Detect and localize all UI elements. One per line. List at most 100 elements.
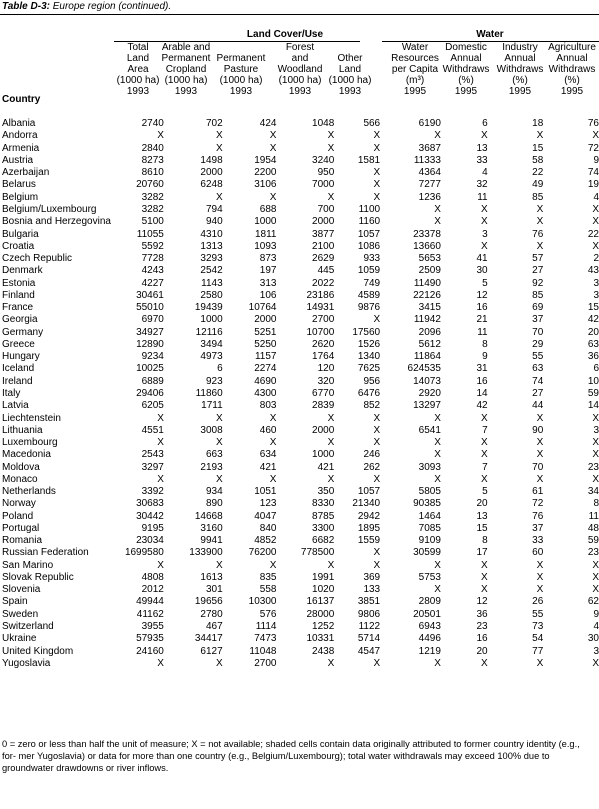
table-row: Latvia 6205 1711 803 2839 852 13297 42 44 14 [0,400,599,412]
value-cell: 2700 [254,657,277,669]
table-row: Macedonia 2543 663 634 1000 246 X X X X [0,449,599,461]
value-cell: 576 [259,608,277,620]
value-cell: X [269,473,277,485]
value-cell: 20 [476,645,488,657]
table-row: Croatia 5592 1313 1093 2100 1086 13660 X X X [0,241,599,253]
value-cell: 2022 [312,277,335,289]
value-cell: 1157 [254,351,277,363]
value-cell: X [434,657,441,669]
value-cell: X [434,216,441,228]
table-row: Liechtenstein X X X X X X X X X [0,412,599,424]
value-cell: X [216,657,223,669]
value-cell: 41162 [136,608,164,620]
value-cell: 8 [482,338,488,350]
country-cell: Hungary [2,351,40,363]
country-cell: United Kingdom [2,645,74,657]
value-cell: X [216,130,223,142]
value-cell: 13297 [413,400,441,412]
value-cell: X [592,584,599,596]
value-cell: 5250 [254,338,277,350]
value-cell: X [157,130,164,142]
column-header-line: 1995 [508,86,532,97]
value-cell: 1219 [418,645,441,657]
value-cell: 3008 [200,424,223,436]
value-cell: 36 [476,608,488,620]
value-cell: X [592,571,599,583]
column-header-line: (1000 ha) [219,75,263,86]
table-row: Finland 30461 2580 106 23186 4589 22126 12 85 3 [0,290,599,302]
value-cell: 6541 [418,424,441,436]
value-cell: 30442 [136,510,164,522]
column-header-7: Domestic Annual Withdraws (%) 1995 [440,42,492,97]
value-cell: 835 [259,571,277,583]
value-cell: 2274 [254,363,277,375]
value-cell: 9234 [141,351,164,363]
value-cell: 778500 [300,547,335,559]
value-cell: 1051 [254,486,277,498]
value-cell: 63 [587,338,599,350]
value-cell: 4589 [357,289,381,301]
table-row: Moldova 3297 2193 421 421 262 3093 7 70 23 [0,461,599,473]
value-cell: 3877 [312,228,335,240]
value-cell: 3293 [200,253,223,265]
value-cell: X [592,130,599,142]
column-header-line: Annual [504,53,536,64]
group-water-rule [382,41,599,42]
value-cell: X [480,473,488,485]
value-cell: 30599 [413,547,441,559]
value-cell: X [373,142,381,154]
value-cell: 4547 [357,645,381,657]
value-cell: X [536,559,544,571]
value-cell: 62 [587,596,599,608]
table-row: United Kingdom 24160 6127 11048 2438 4547 1219… [0,645,599,657]
value-cell: 30683 [136,498,164,510]
table-row: Denmark 4243 2542 197 445 1059 2509 30 27 43 [0,265,599,277]
column-header-line: 1993 [338,86,362,97]
value-cell: 33 [532,535,544,547]
value-cell: 350 [317,486,335,498]
value-cell: 1160 [358,216,381,228]
value-cell: 5100 [141,216,164,228]
value-cell: 6 [217,363,223,375]
value-cell: X [373,130,381,142]
table-row: Slovak Republic 4808 1613 835 1991 369 5753 X X X [0,572,599,584]
value-cell: 23 [476,621,488,633]
value-cell: 301 [205,584,223,596]
value-cell: 852 [363,400,381,412]
value-cell: 76 [587,118,599,130]
value-cell: 74 [532,375,544,387]
value-cell: X [434,449,441,461]
column-header-line: 1993 [229,86,253,97]
value-cell: 2543 [141,449,164,461]
country-cell: Ireland [2,375,33,387]
value-cell: 5653 [418,253,441,265]
value-cell: 85 [532,191,544,203]
value-cell: 90 [532,424,544,436]
value-cell: 2000 [312,424,335,436]
group-water: Water [476,29,504,40]
value-cell: 7 [482,461,488,473]
value-cell: X [269,142,277,154]
country-cell: Luxembourg [2,437,58,449]
table-label: Table D-3: [2,1,50,12]
value-cell: 22 [532,167,544,179]
value-cell: 36 [587,351,599,363]
value-cell: 1020 [312,584,335,596]
value-cell: 558 [259,584,277,596]
value-cell: 7277 [418,179,441,191]
value-cell: X [480,130,488,142]
value-cell: 1526 [357,338,381,350]
value-cell: 4808 [141,571,164,583]
value-cell: X [373,547,381,559]
value-cell: 4310 [200,228,223,240]
value-cell: 4496 [418,633,441,645]
value-cell: 803 [259,400,277,412]
value-cell: 27 [532,265,544,277]
value-cell: X [536,216,544,228]
value-cell: 28000 [306,608,335,620]
value-cell: 23 [587,461,599,473]
value-cell: 3687 [418,142,441,154]
value-cell: 85 [532,289,544,301]
value-cell: X [157,657,164,669]
table-row: France 55010 19439 10764 14931 9876 3415 16 69 15 [0,302,599,314]
